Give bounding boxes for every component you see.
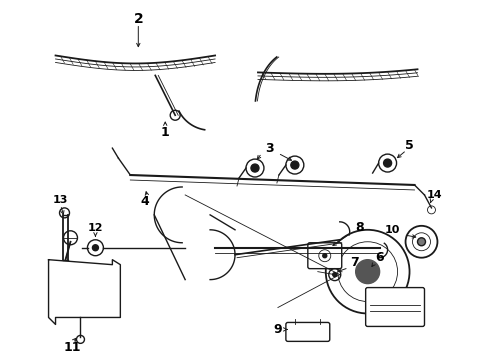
Text: 12: 12 — [88, 223, 103, 233]
Text: 9: 9 — [273, 323, 282, 336]
Circle shape — [291, 161, 299, 169]
Circle shape — [417, 238, 425, 246]
Text: 1: 1 — [161, 126, 170, 139]
Text: 13: 13 — [53, 195, 68, 205]
Text: 10: 10 — [385, 225, 400, 235]
Circle shape — [333, 273, 337, 276]
Text: 5: 5 — [405, 139, 414, 152]
Circle shape — [384, 159, 392, 167]
Text: 7: 7 — [350, 256, 359, 269]
Text: 2: 2 — [133, 12, 143, 26]
Circle shape — [170, 110, 180, 120]
Text: 11: 11 — [64, 341, 81, 354]
Text: 3: 3 — [266, 141, 274, 155]
Text: 14: 14 — [427, 190, 442, 200]
Text: 6: 6 — [375, 251, 384, 264]
Text: 4: 4 — [141, 195, 149, 208]
FancyBboxPatch shape — [366, 288, 424, 327]
Circle shape — [323, 254, 327, 258]
Circle shape — [356, 260, 380, 284]
Polygon shape — [49, 260, 121, 324]
FancyBboxPatch shape — [308, 243, 342, 269]
Text: 8: 8 — [355, 221, 364, 234]
FancyBboxPatch shape — [286, 323, 330, 341]
Circle shape — [251, 164, 259, 172]
Circle shape — [93, 245, 98, 251]
